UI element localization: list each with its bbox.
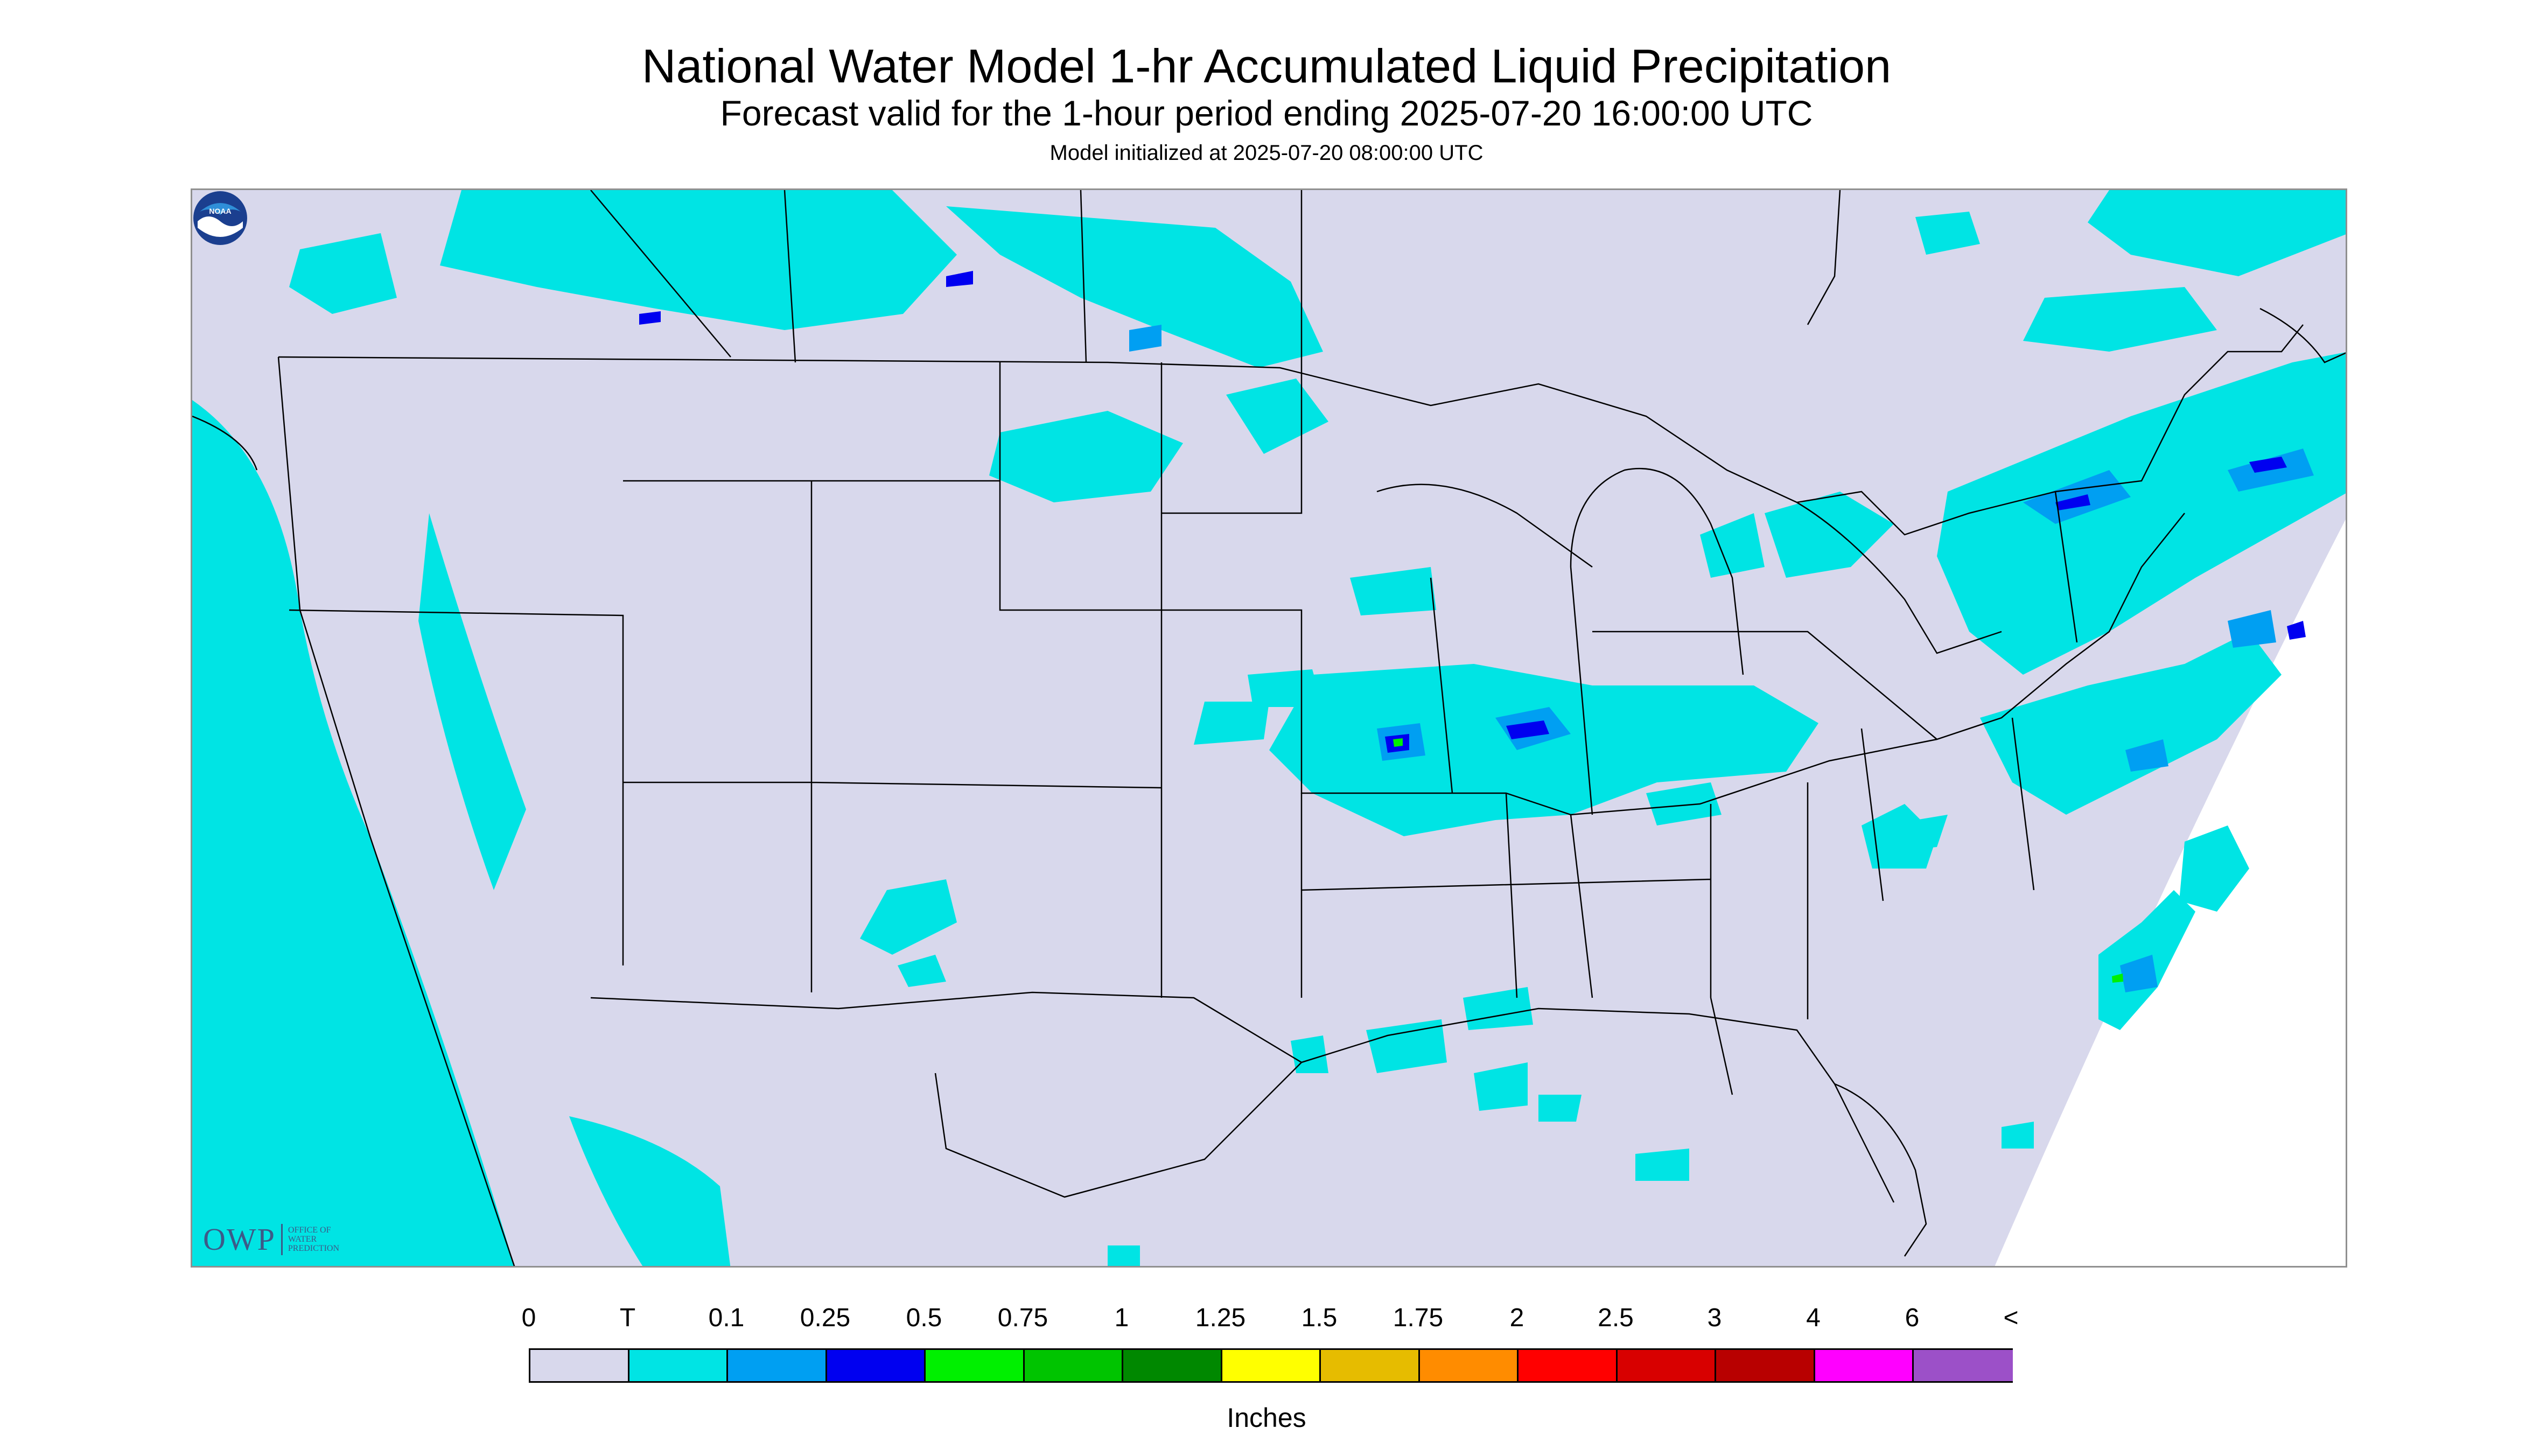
legend-label: 3	[1707, 1304, 1722, 1332]
outside-domain-east	[1995, 519, 2346, 1266]
legend-label: 2	[1509, 1304, 1524, 1332]
legend-label: 1.5	[1301, 1304, 1338, 1332]
legend-swatch	[1321, 1350, 1420, 1381]
model-init-time: Model initialized at 2025-07-20 08:00:00…	[1049, 141, 1484, 165]
legend-units: Inches	[1227, 1403, 1306, 1433]
legend-swatch	[1123, 1350, 1222, 1381]
precipitation-map[interactable]: OWP OFFICE OF WATER PREDICTION NOAA	[191, 188, 2347, 1268]
legend-swatch	[1519, 1350, 1618, 1381]
owp-logo: OWP OFFICE OF WATER PREDICTION	[203, 1222, 339, 1257]
legend-label: 0.1	[708, 1304, 745, 1332]
map-subtitle: Forecast valid for the 1-hour period end…	[720, 93, 1813, 133]
map-title: National Water Model 1-hr Accumulated Li…	[641, 39, 1892, 93]
legend-label: 0.25	[800, 1304, 851, 1332]
legend-swatch	[1815, 1350, 1914, 1381]
precip-moderate-areas	[639, 271, 2306, 753]
legend-label: 4	[1806, 1304, 1821, 1332]
legend-swatch	[926, 1350, 1025, 1381]
legend-label: 0.75	[997, 1304, 1048, 1332]
legend-label: 6	[1905, 1304, 1920, 1332]
legend-label: 2.5	[1598, 1304, 1634, 1332]
legend-swatch	[1617, 1350, 1716, 1381]
legend-label: <	[2003, 1304, 2019, 1332]
legend-swatch	[827, 1350, 926, 1381]
svg-text:NOAA: NOAA	[209, 207, 231, 215]
legend-label: 0.5	[906, 1304, 942, 1332]
legend-swatch	[530, 1350, 629, 1381]
legend-swatch	[1914, 1350, 2013, 1381]
legend-swatch	[1222, 1350, 1321, 1381]
legend-label: 1.75	[1393, 1304, 1444, 1332]
legend-swatch	[728, 1350, 827, 1381]
legend-label: 1	[1114, 1304, 1129, 1332]
legend-label: T	[619, 1304, 636, 1332]
legend-swatch	[1716, 1350, 1815, 1381]
legend-swatch	[1419, 1350, 1519, 1381]
legend-colorbar	[529, 1348, 2013, 1383]
precip-heavy-areas	[1393, 738, 2123, 983]
legend-label: 1.25	[1195, 1304, 1246, 1332]
legend-swatch	[1024, 1350, 1123, 1381]
political-boundaries	[192, 190, 2346, 1266]
noaa-logo: NOAA	[193, 191, 247, 245]
map-canvas	[192, 190, 2346, 1266]
legend-swatch	[629, 1350, 728, 1381]
precip-trace-areas	[192, 190, 2346, 1266]
legend-label: 0	[521, 1304, 536, 1332]
